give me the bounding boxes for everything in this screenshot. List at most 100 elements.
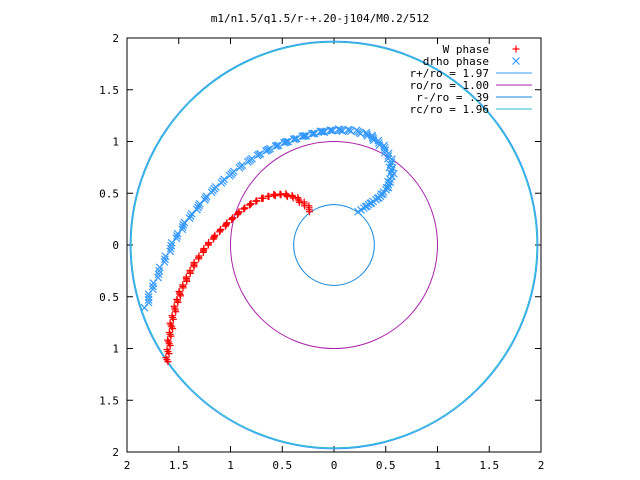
- legend-label: drho phase: [423, 55, 489, 68]
- legend-swatch: [512, 57, 520, 65]
- x-tick-label: 1.5: [479, 459, 499, 472]
- drho-phase-point: [385, 163, 394, 172]
- w-phase-point: [276, 190, 284, 198]
- drho-phase-point: [289, 135, 298, 144]
- x-tick-label: 2: [124, 459, 131, 472]
- w-phase-point: [174, 298, 182, 306]
- w-phase-point: [199, 248, 207, 256]
- y-tick-label: 0.5: [99, 187, 119, 200]
- drho-phase-point: [386, 178, 395, 187]
- drho-phase-point: [180, 218, 189, 227]
- legend-label: r+/ro = 1.97: [410, 67, 489, 80]
- drho-phase-point: [282, 137, 291, 146]
- drho-phase-point: [327, 126, 336, 135]
- drho-phase-point: [243, 158, 252, 166]
- y-tick-label: 1: [112, 136, 119, 149]
- w-phase-point: [264, 192, 272, 200]
- drho-phase-point: [194, 203, 202, 212]
- x-tick-label: 1: [227, 459, 234, 472]
- drho-phase-point: [235, 163, 244, 172]
- w-phase-point: [190, 263, 198, 271]
- w-phase-point: [246, 201, 254, 209]
- drho-phase-point: [271, 142, 280, 150]
- drho-phase-point: [144, 293, 153, 301]
- w-phase-point: [164, 358, 172, 366]
- drho-phase-point: [186, 212, 195, 220]
- w-phase-point: [209, 235, 217, 243]
- chart-title: m1/n1.5/q1.5/r-+.20-j104/M0.2/512: [211, 12, 430, 25]
- drho-phase-point: [140, 303, 149, 312]
- w-phase-point: [258, 194, 266, 202]
- drho-phase-point: [374, 138, 383, 147]
- drho-phase-point: [207, 188, 216, 197]
- w-phase-point: [233, 211, 241, 219]
- drho-phase-point: [201, 194, 210, 203]
- drho-phase-point: [310, 129, 319, 138]
- drho-phase-point: [380, 143, 389, 152]
- legend-label: W phase: [443, 43, 489, 56]
- x-tick-label: 0.5: [272, 459, 292, 472]
- w-phase-point: [172, 308, 180, 316]
- drho-phase-point: [193, 205, 201, 214]
- drho-phase-point: [161, 255, 169, 264]
- w-phase-point: [252, 197, 260, 205]
- w-phase-point: [177, 292, 185, 300]
- w-phase-point: [169, 325, 177, 333]
- x-tick-label: 0: [331, 459, 338, 472]
- circle-rc: [130, 41, 538, 449]
- drho-phase-point: [173, 232, 181, 240]
- w-phase-point: [167, 332, 175, 340]
- drho-phase-point: [273, 141, 281, 150]
- w-phase-point: [183, 277, 191, 285]
- drho-phase-point: [291, 134, 300, 143]
- drho-phase-point: [381, 146, 390, 155]
- drho-phase-point: [200, 195, 209, 204]
- w-phase-point: [179, 284, 187, 292]
- w-phase-point: [169, 315, 177, 323]
- drho-phase-point: [299, 132, 308, 140]
- y-tick-label: 1.5: [99, 84, 119, 97]
- drho-phase-point: [173, 229, 182, 238]
- reference-circles: [129, 40, 539, 450]
- w-phase-point: [240, 205, 248, 213]
- w-phase-point: [270, 190, 278, 198]
- drho-phase-point: [144, 290, 153, 299]
- drho-phase-point: [253, 151, 262, 160]
- drho-phase-point: [179, 220, 188, 229]
- drho-phase-point: [317, 127, 326, 136]
- legend-label: rc/ro = 1.96: [410, 103, 489, 116]
- w-phase-point: [221, 222, 229, 230]
- drho-phase-point: [144, 295, 153, 304]
- w-phase-point: [204, 241, 212, 249]
- axis-ticks: 2 1.5 1 0.5 0 0.5 1 1.5 221.510.500.511.52: [99, 32, 544, 472]
- drho-phase-point: [384, 183, 393, 192]
- drho-phase-point: [316, 127, 325, 136]
- w-phase-point: [228, 216, 236, 224]
- drho-phase-point: [262, 147, 270, 155]
- y-tick-label: 0.5: [99, 291, 119, 304]
- drho-phase-point: [166, 244, 175, 253]
- w-phase-point: [165, 350, 173, 358]
- legend-label: r-/ro = .39: [416, 91, 489, 104]
- drho-phase-point: [386, 169, 395, 178]
- x-tick-label: 0.5: [376, 459, 396, 472]
- x-tick-label: 2: [538, 459, 545, 472]
- drho-phase-point: [309, 129, 318, 138]
- circle-r-: [293, 204, 375, 286]
- x-tick-label: 1: [434, 459, 441, 472]
- drho-phase-point: [344, 125, 353, 134]
- drho-phase-point: [307, 129, 316, 138]
- drho-phase-point: [274, 141, 283, 150]
- circle-r+: [129, 40, 539, 450]
- drho-phase-point: [334, 125, 343, 134]
- drho-phase-point: [326, 126, 334, 135]
- legend-label: ro/ro = 1.00: [410, 79, 489, 92]
- drho-phase-point: [298, 132, 307, 141]
- drho-phase-point: [379, 190, 387, 199]
- drho-phase-point: [281, 138, 290, 147]
- w-phase-point: [186, 269, 194, 277]
- y-tick-label: 2: [112, 32, 119, 45]
- drho-phase-point: [301, 132, 309, 140]
- drho-phase-point: [292, 134, 301, 143]
